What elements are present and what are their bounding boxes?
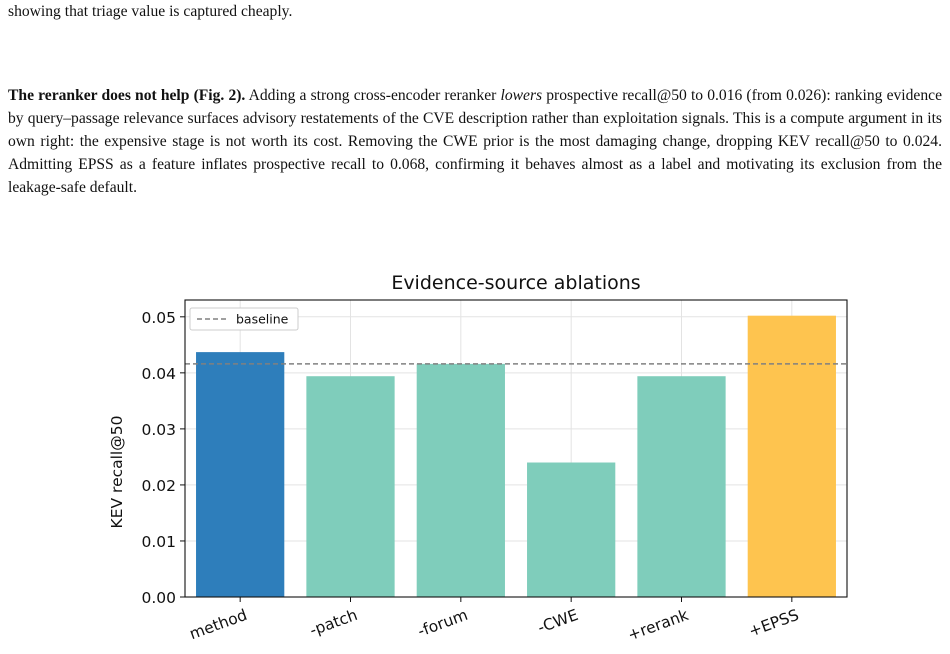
paragraph-segment: prospective recall@50 to 0.016 (from 0.0… [8,87,942,196]
chart-title: Evidence-source ablations [391,272,640,294]
bar-cwe [527,462,616,597]
x-tick-label: -patch [307,606,360,640]
paragraph-text: showing that triage value is captured ch… [8,3,293,20]
paragraph-reranker: The reranker does not help (Fig. 2). Add… [8,84,942,199]
y-tick-label: 0.00 [141,589,176,607]
x-tick-label: +EPSS [746,606,801,641]
paragraph-continuation: showing that triage value is captured ch… [8,0,942,23]
bar-rerank [637,376,726,597]
bar-epss [747,315,836,597]
y-tick-label: 0.04 [141,365,176,383]
paragraph-lead: The reranker does not help (Fig. 2). [8,87,246,104]
x-tick-label: -forum [415,606,470,641]
bars [196,315,836,597]
x-tick-label: +rerank [625,606,691,645]
plot-frame [184,299,848,598]
x-tick-label: -CWE [535,606,580,637]
legend-box [189,307,299,331]
x-tick-label: method [187,606,249,643]
y-tick-label: 0.05 [141,309,176,327]
bar-forum [416,363,505,597]
y-tick-label: 0.01 [141,533,176,551]
paragraph-emphasis: lowers [500,87,543,104]
y-axis-label: KEV recall@50 [108,416,126,529]
legend-baseline-label: baseline [236,312,289,327]
y-tick-label: 0.03 [141,421,176,439]
legend: baseline [189,307,299,331]
bar-method [196,352,285,597]
paragraph-segment: Adding a strong cross-encoder reranker [245,87,501,104]
bar-patch [306,376,395,597]
y-tick-label: 0.02 [141,477,176,495]
bar-chart: Evidence-source ablations KEV recall@50 … [108,272,848,645]
